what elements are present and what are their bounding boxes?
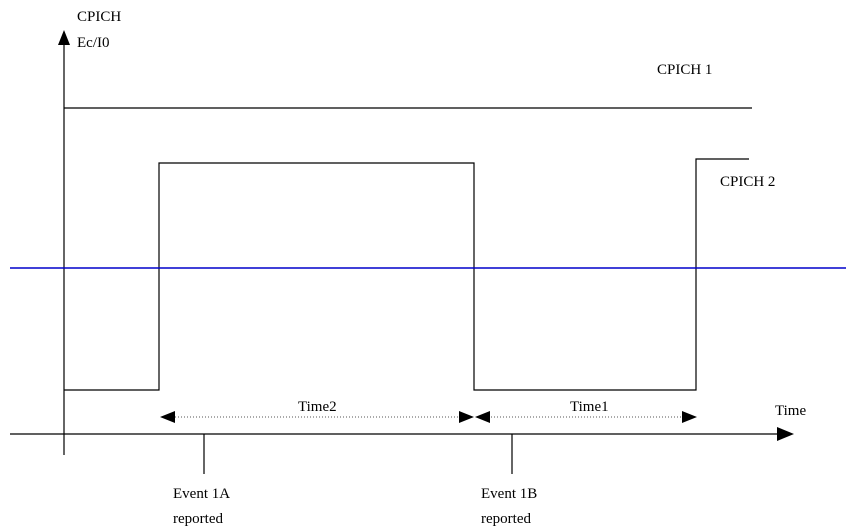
x-axis-label: Time	[775, 403, 806, 419]
event-1a-label-line2: reported	[173, 511, 223, 527]
y-axis-label-line2: Ec/I0	[77, 35, 109, 51]
cpich2-label: CPICH 2	[720, 174, 775, 190]
x-axis-arrowhead	[777, 427, 794, 441]
time1-label: Time1	[570, 399, 609, 415]
event-1b-label-line1: Event 1B	[481, 486, 537, 502]
cpich2-waveform	[64, 158, 749, 391]
time2-label: Time2	[298, 399, 337, 415]
event-1b-label-line2: reported	[481, 511, 531, 527]
time1-left-arrowhead	[475, 411, 490, 423]
event-1a-label-line1: Event 1A	[173, 486, 230, 502]
time2-right-arrowhead	[459, 411, 474, 423]
y-axis-label-line1: CPICH	[77, 9, 121, 25]
time1-right-arrowhead	[682, 411, 697, 423]
y-axis-arrowhead	[58, 30, 70, 45]
time2-left-arrowhead	[160, 411, 175, 423]
cpich1-label: CPICH 1	[657, 62, 712, 78]
